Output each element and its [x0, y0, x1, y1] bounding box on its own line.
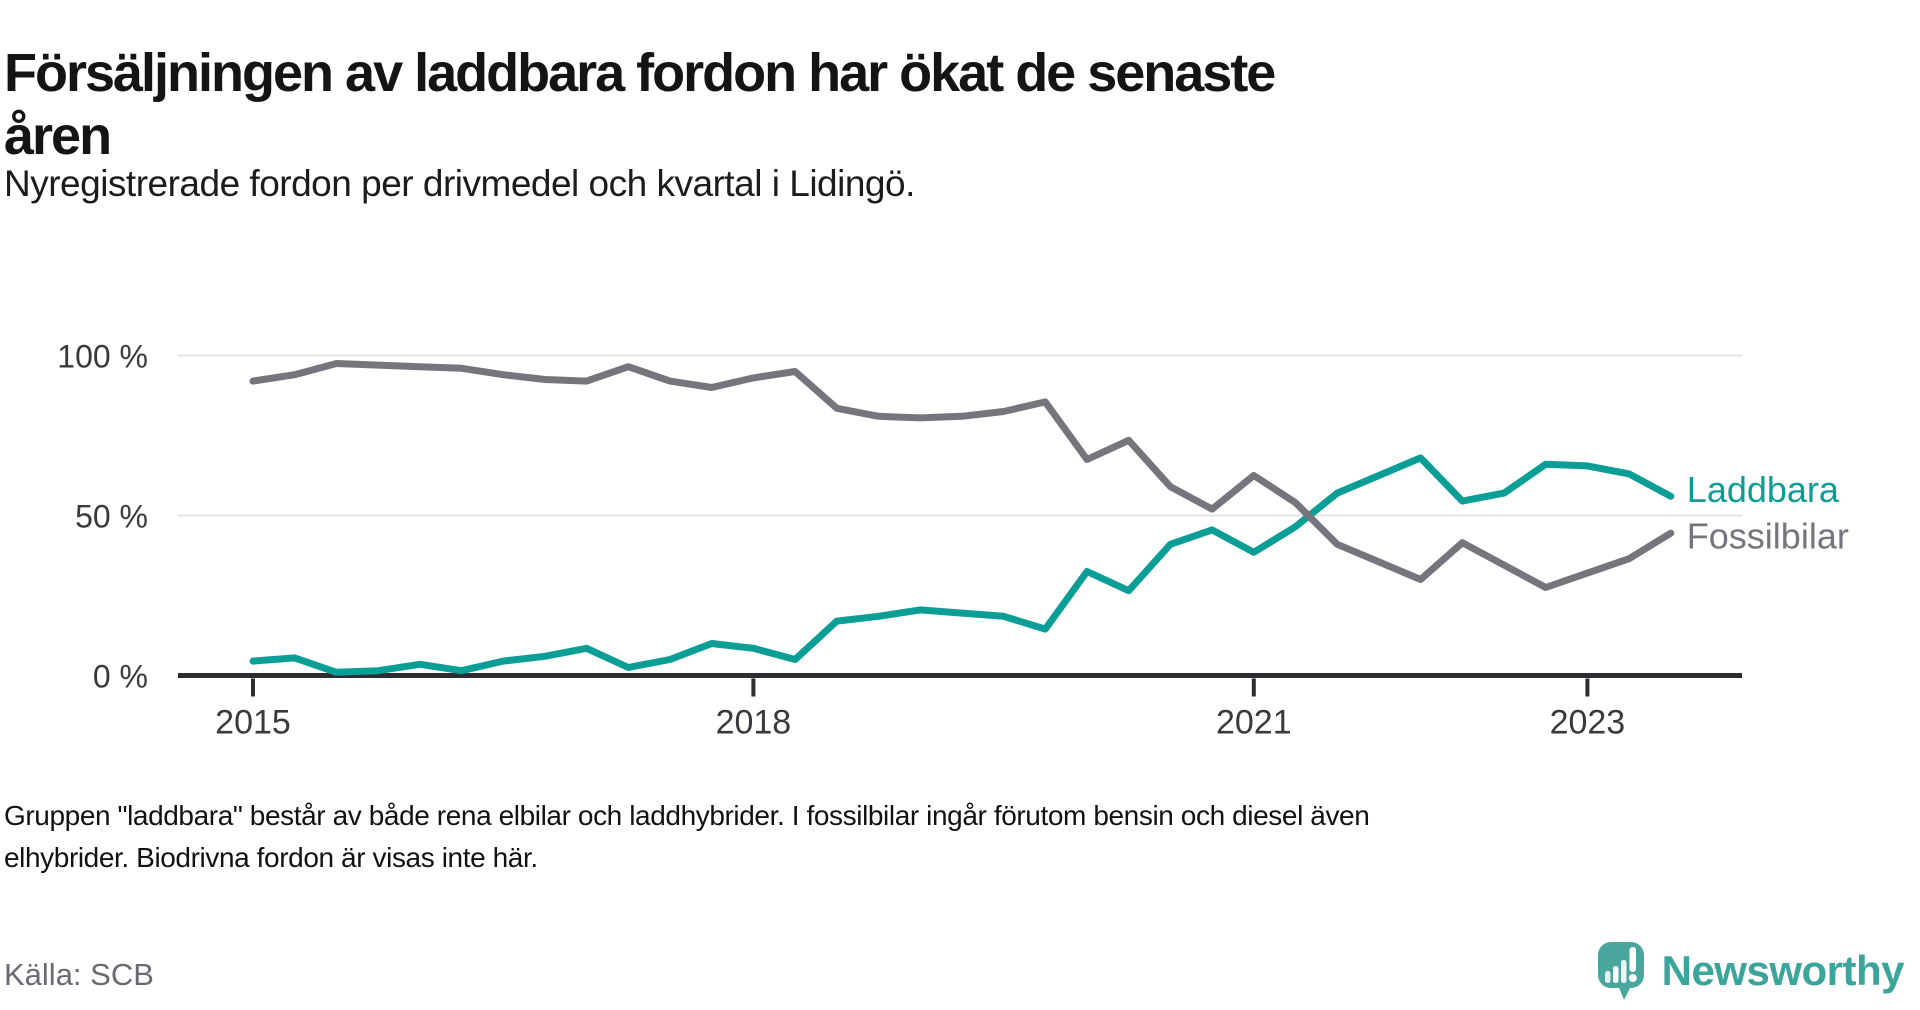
x-tick-label-2015: 2015 [215, 704, 291, 742]
source-label: Källa: SCB [4, 957, 154, 992]
page-title-line1: Försäljningen av laddbara fordon har öka… [4, 43, 1276, 104]
y-tick-label-100: 100 % [57, 339, 148, 375]
footnote-line2: elhybrider. Biodrivna fordon är visas in… [4, 842, 538, 873]
footnote: Gruppen "laddbara" består av både rena e… [4, 795, 1370, 879]
x-tick-label-2021: 2021 [1216, 704, 1292, 742]
y-tick-label-0: 0 % [93, 659, 148, 695]
series-end-label-laddbara: Laddbara [1687, 469, 1840, 510]
y-tick-label-50: 50 % [75, 499, 148, 535]
footnote-line1: Gruppen "laddbara" består av både rena e… [4, 800, 1370, 831]
page-subtitle: Nyregistrerade fordon per drivmedel och … [4, 163, 915, 204]
series-end-label-fossilbilar: Fossilbilar [1687, 516, 1849, 557]
series-line-fossilbilar [249, 360, 1675, 591]
x-tick-label-2023: 2023 [1550, 704, 1626, 742]
x-tick-label-2018: 2018 [716, 704, 792, 742]
series-line-laddbara [249, 454, 1675, 676]
page-title: Försäljningen av laddbara fordon har öka… [4, 42, 1564, 167]
speech-bubble-bar-chart-exclamation-icon [1597, 942, 1644, 1000]
newsworthy-logo: Newsworthy [1597, 940, 1905, 1001]
page-title-line2: åren [4, 105, 112, 166]
newsworthy-wordmark: Newsworthy [1661, 946, 1905, 994]
